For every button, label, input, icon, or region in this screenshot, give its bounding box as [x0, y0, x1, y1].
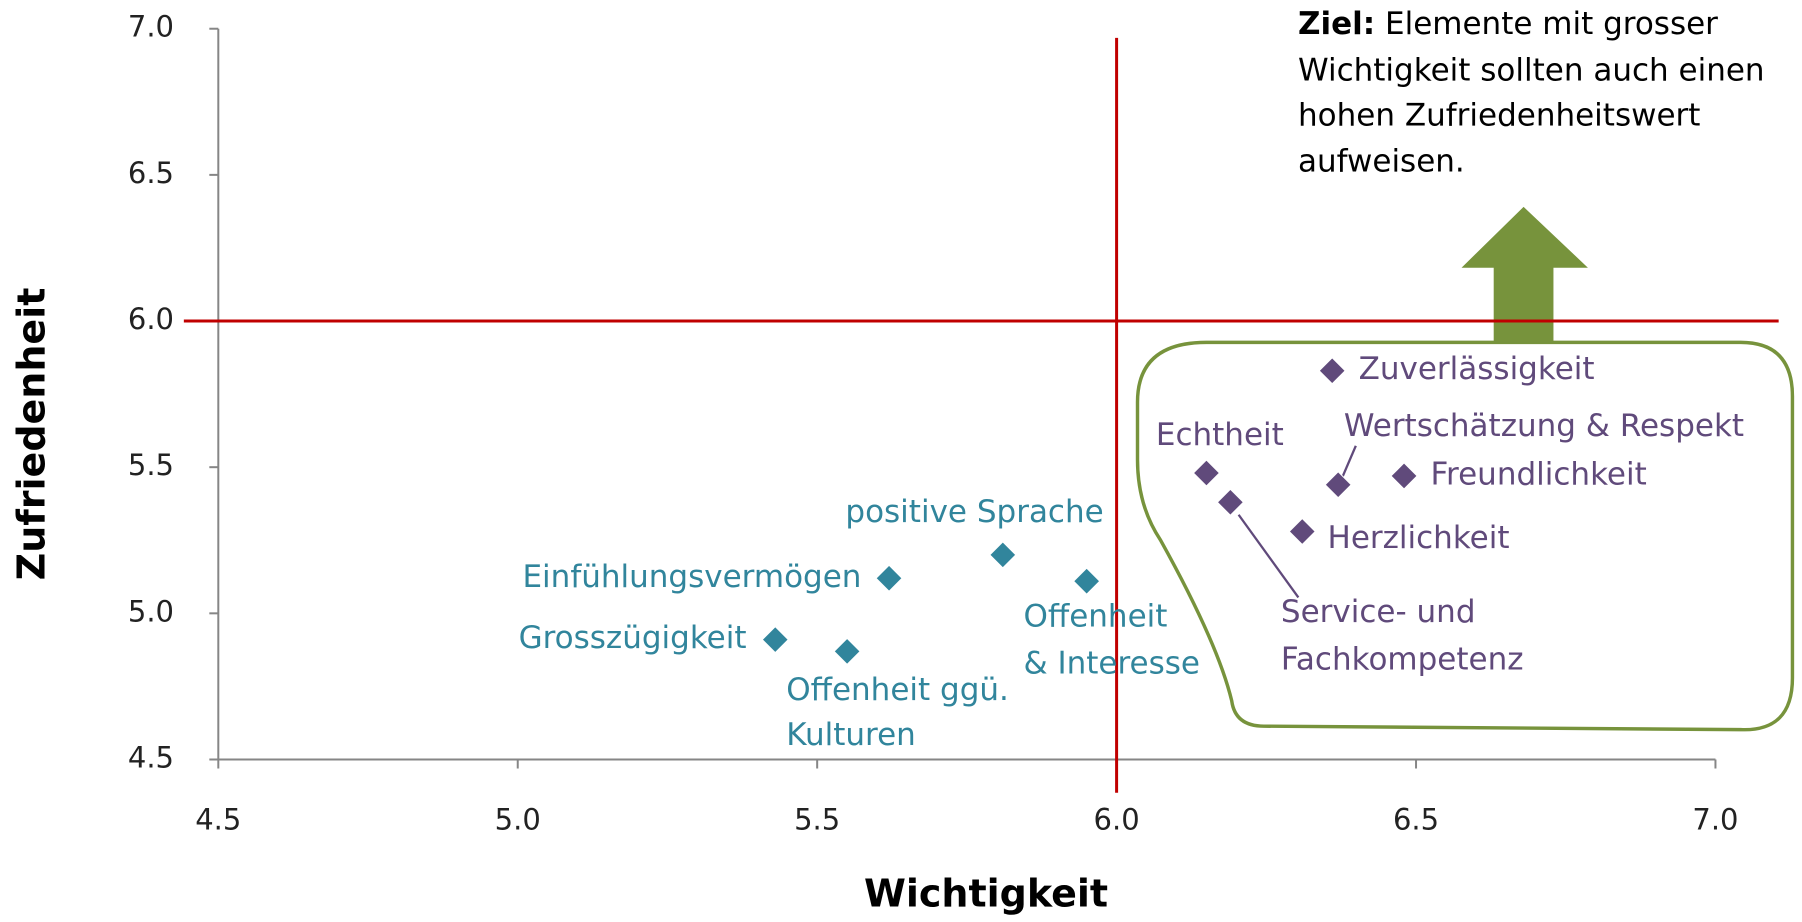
point-label: Service- und — [1281, 594, 1476, 630]
leader-line — [1340, 445, 1357, 479]
point — [833, 637, 861, 666]
point — [875, 564, 903, 592]
x-tick-label: 4.5 — [195, 802, 241, 836]
point — [989, 541, 1017, 569]
point — [1192, 459, 1221, 487]
point — [1288, 517, 1316, 546]
annotation: Ziel: Elemente mit grosser — [1298, 6, 1718, 42]
y-tick-label: 5.5 — [128, 448, 174, 482]
point-label: Fachkompetenz — [1281, 641, 1524, 677]
point-label: Kulturen — [786, 717, 916, 753]
y-tick-label: 5.0 — [128, 594, 174, 628]
point — [1216, 488, 1245, 516]
highlight-region — [1135, 340, 1795, 732]
x-tick-label: 5.0 — [495, 802, 541, 836]
x-tick-label: 6.5 — [1393, 802, 1439, 836]
annotation-line: aufweisen. — [1298, 144, 1465, 180]
point-label: & Interesse — [1023, 646, 1200, 682]
point-label: positive Sprache — [845, 494, 1103, 530]
point-label: Herzlichkeit — [1328, 520, 1510, 556]
point-label: Wertschätzung & Respekt — [1344, 408, 1744, 444]
point-label: Echtheit — [1156, 417, 1284, 453]
y-tick-label: 6.0 — [128, 302, 174, 336]
point — [1318, 357, 1346, 385]
annotation-line: hohen Zufriedenheitswert — [1298, 98, 1700, 134]
annotation-line: Wichtigkeit sollten auch einen — [1298, 53, 1765, 89]
x-axis-title: Wichtigkeit — [864, 872, 1108, 916]
point — [1324, 471, 1352, 499]
y-axis-title: Zufriedenheit — [10, 288, 54, 581]
point-label: Grosszügigkeit — [519, 620, 747, 656]
y-tick-label: 4.5 — [128, 740, 174, 774]
point-label: Offenheit ggü. — [786, 672, 1009, 708]
point-label: Freundlichkeit — [1430, 456, 1646, 492]
point — [1072, 567, 1101, 595]
point-label: Offenheit — [1023, 598, 1167, 634]
goal-arrow — [1461, 206, 1588, 343]
annotation-bold: Ziel: — [1298, 6, 1375, 42]
x-tick-label: 6.0 — [1094, 802, 1140, 836]
y-tick-label: 6.5 — [128, 156, 174, 190]
point — [761, 625, 789, 654]
annotation-line: Elemente mit grosser — [1375, 6, 1718, 42]
x-tick-label: 7.0 — [1692, 802, 1738, 836]
x-tick-label: 5.5 — [794, 802, 840, 836]
point — [1390, 462, 1418, 490]
highlight-group — [1135, 206, 1795, 732]
leader-line — [1237, 514, 1300, 599]
point-label: Einfühlungsvermögen — [522, 559, 861, 595]
point-label: Zuverlässigkeit — [1359, 351, 1595, 387]
y-tick-label: 7.0 — [128, 10, 174, 44]
